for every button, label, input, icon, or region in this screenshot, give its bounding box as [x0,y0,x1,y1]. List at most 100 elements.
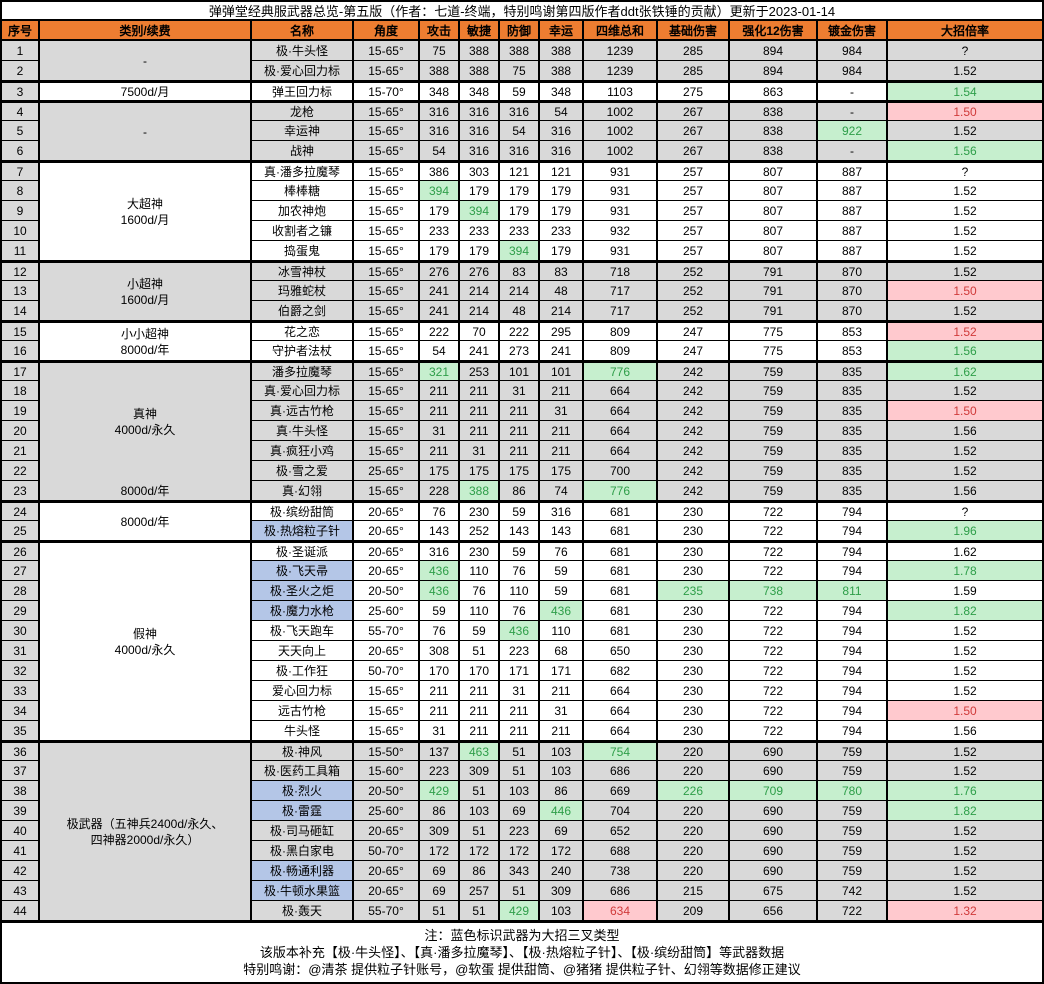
stat-cell: 273 [500,341,540,361]
stat-cell: 722 [730,561,818,581]
stat-cell: 309 [540,881,584,901]
stat-cell: 1.52 [888,181,1042,201]
stat-cell: 211 [540,681,584,701]
stat-cell: 1.52 [888,321,1042,341]
stat-cell: 309 [420,821,460,841]
stat-cell: 688 [584,841,658,861]
stat-cell: 690 [730,741,818,761]
stat-cell: 170 [460,661,500,681]
stat-cell: 214 [460,301,500,321]
stat-cell: 103 [540,741,584,761]
row-number: 1 [2,41,40,61]
stat-cell: 220 [658,821,730,841]
stat-cell: 76 [500,601,540,621]
stat-cell: 931 [584,161,658,181]
stat-cell: 170 [420,661,460,681]
stat-cell: 230 [658,541,730,561]
stat-cell: 1.56 [888,341,1042,361]
stat-cell: 388 [540,61,584,81]
stat-cell: 76 [420,501,460,521]
stat-cell: 690 [730,841,818,861]
weapon-name: 极·轰天 [252,901,354,921]
stat-cell: 309 [460,761,500,781]
stat-cell: 59 [420,601,460,621]
stat-cell: 1.56 [888,481,1042,501]
page-title: 弹弹堂经典服武器总览-第五版（作者：七道-终端，特别鸣谢第四版作者ddt张铁锤的… [2,2,1042,21]
row-number: 41 [2,841,40,861]
stat-cell: 931 [584,241,658,261]
row-number: 37 [2,761,40,781]
stat-cell: 228 [420,481,460,501]
stat-cell: 20-65° [354,501,420,521]
stat-cell: 15-65° [354,701,420,721]
row-number: 43 [2,881,40,901]
stat-cell: 252 [658,301,730,321]
row-number: 33 [2,681,40,701]
stat-cell: 230 [658,561,730,581]
stat-cell: 634 [584,901,658,921]
footnotes: 注：蓝色标识武器为大招三叉类型 该版本补充【极·牛头怪】、【真·潘多拉魔琴】、【… [2,921,1042,982]
stat-cell: 230 [658,521,730,541]
stat-cell: 211 [460,381,500,401]
stat-cell: 253 [460,361,500,381]
stat-cell: 681 [584,561,658,581]
stat-cell: 295 [540,321,584,341]
column-header-6: 防御 [500,21,540,41]
stat-cell: 682 [584,661,658,681]
stat-cell: 1103 [584,81,658,101]
stat-cell: 794 [818,661,888,681]
stat-cell: 242 [658,461,730,481]
stat-cell: 652 [584,821,658,841]
stat-cell: 984 [818,61,888,81]
stat-cell: 48 [500,301,540,321]
row-number: 4 [2,101,40,121]
stat-cell: 722 [730,621,818,641]
category-cell: 极武器（五神兵2400d/永久、 四神器2000d/永久） [40,741,252,921]
column-header-9: 基础伤害 [658,21,730,41]
row-number: 38 [2,781,40,801]
stat-cell: 681 [584,501,658,521]
stat-cell: 1.52 [888,441,1042,461]
stat-cell: 211 [460,421,500,441]
stat-cell: 809 [584,321,658,341]
stat-cell: 717 [584,281,658,301]
stat-cell: 1.82 [888,801,1042,821]
stat-cell: 211 [540,721,584,741]
stat-cell: 791 [730,281,818,301]
stat-cell: 807 [730,181,818,201]
stat-cell: 211 [460,401,500,421]
stat-cell: 1.56 [888,421,1042,441]
stat-cell: 83 [540,261,584,281]
stat-cell: 222 [500,321,540,341]
stat-cell: 835 [818,441,888,461]
stat-cell: 241 [460,341,500,361]
stat-cell: 242 [658,481,730,501]
stat-cell: 59 [540,561,584,581]
stat-cell: 759 [818,841,888,861]
stat-cell: 1.50 [888,401,1042,421]
row-number: 30 [2,621,40,641]
stat-cell: 214 [500,281,540,301]
weapon-name: 极·雪之爱 [252,461,354,481]
stat-cell: 1.52 [888,301,1042,321]
category-sublabel: 8000d/年 [120,483,170,498]
stat-cell: 759 [730,421,818,441]
stat-cell: 15-65° [354,401,420,421]
stat-cell: 51 [460,641,500,661]
stat-cell: 15-70° [354,81,420,101]
stat-cell: 15-65° [354,381,420,401]
stat-cell: 664 [584,381,658,401]
stat-cell: 887 [818,241,888,261]
stat-cell: 220 [658,861,730,881]
stat-cell: 1.50 [888,281,1042,301]
stat-cell: 242 [658,401,730,421]
row-number: 18 [2,381,40,401]
row-number: 3 [2,81,40,101]
stat-cell: 110 [460,601,500,621]
stat-cell: 75 [420,41,460,61]
stat-cell: 211 [540,381,584,401]
stat-cell: 69 [420,861,460,881]
weapon-name: 极·黑白家电 [252,841,354,861]
stat-cell: 1.50 [888,701,1042,721]
stat-cell: 1.52 [888,121,1042,141]
